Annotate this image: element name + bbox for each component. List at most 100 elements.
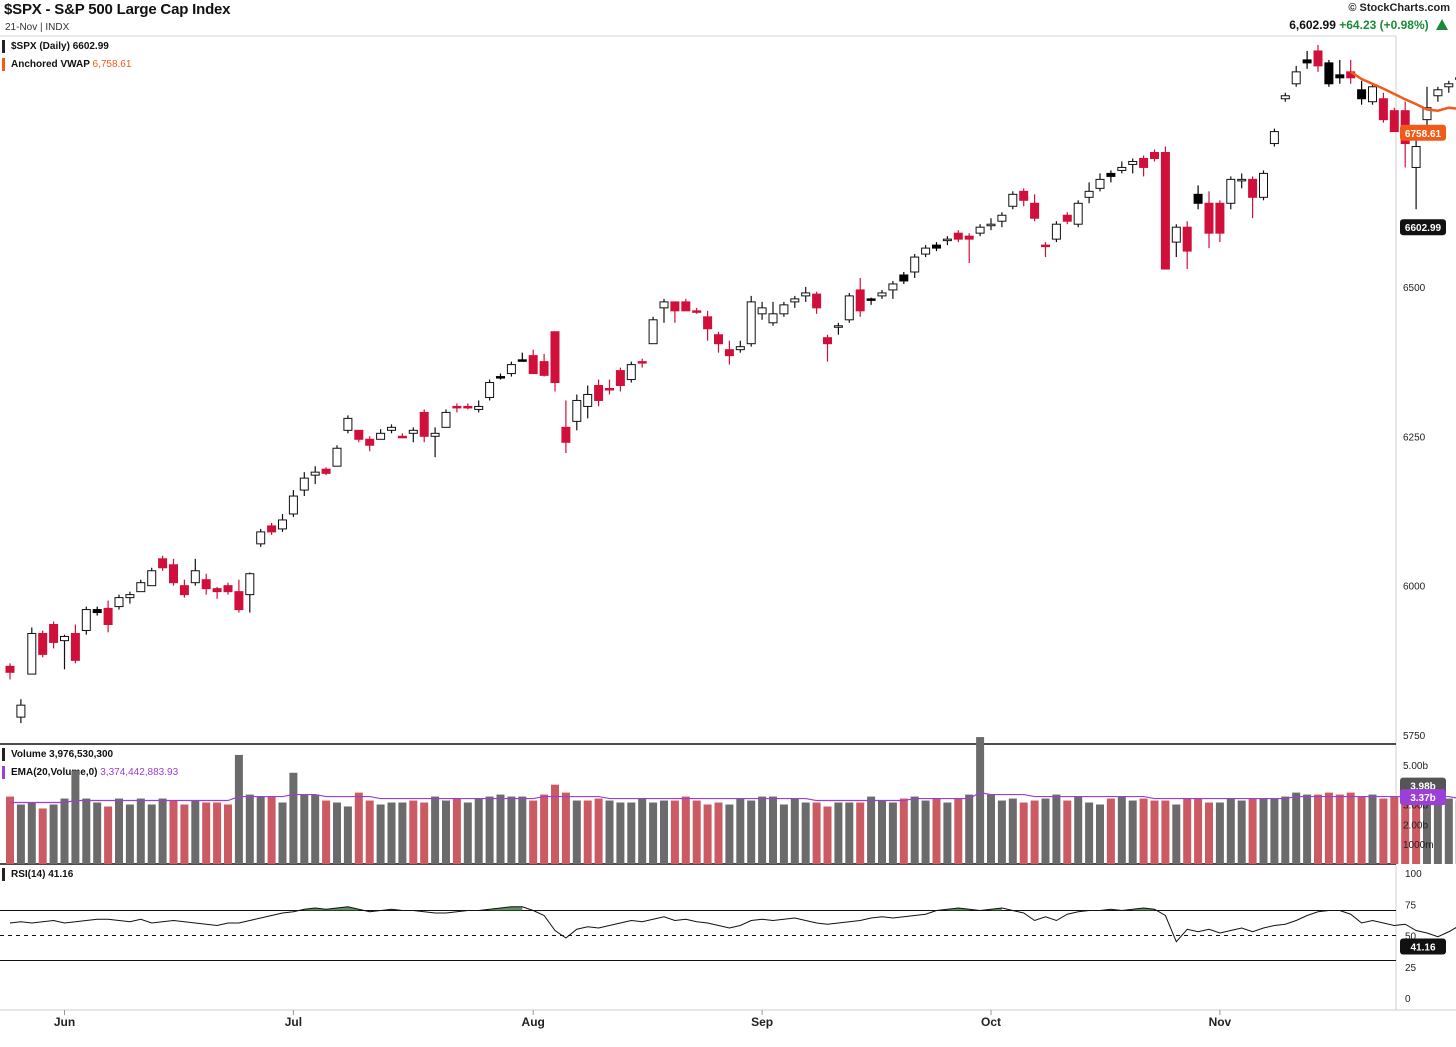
volume-bar <box>278 802 287 864</box>
volume-bar <box>1303 794 1312 864</box>
candle-body <box>1411 146 1421 168</box>
candle-body <box>506 364 516 375</box>
vwap-line <box>1350 70 1456 112</box>
candle-body <box>888 283 898 291</box>
volume-bar <box>1390 796 1399 864</box>
volume-bar <box>16 804 25 864</box>
candle-body <box>703 316 713 330</box>
candle-body <box>5 665 15 673</box>
volume-bar <box>333 802 341 864</box>
volume-bar <box>976 737 985 864</box>
candle-body <box>1041 244 1050 248</box>
volume-bar <box>954 798 963 864</box>
candle-body <box>932 244 941 249</box>
candle-body <box>605 388 614 391</box>
volume-bar <box>583 800 592 864</box>
volume-bar <box>1019 802 1028 864</box>
volume-bar <box>224 804 232 864</box>
candle-body <box>746 301 756 345</box>
rsi-tag-bg <box>1400 938 1446 955</box>
candle-body <box>1302 59 1312 64</box>
volume-bar <box>823 806 832 864</box>
candle-body <box>288 495 298 515</box>
volume-bar <box>1096 804 1104 864</box>
candle-body <box>572 399 582 422</box>
volume-bar <box>561 792 570 864</box>
volume-bar <box>202 802 211 864</box>
candle-body <box>223 585 233 593</box>
candle-body <box>517 359 527 362</box>
volume-bar <box>529 800 538 864</box>
candle-body <box>60 635 69 642</box>
volume-bar <box>987 794 995 864</box>
rsi-axis-tick: 75 <box>1405 900 1417 911</box>
volume-bar <box>300 794 309 864</box>
volume-bar <box>1052 794 1061 864</box>
candle-body <box>441 411 451 428</box>
volume-bar <box>147 804 156 864</box>
candle-body <box>430 432 440 437</box>
month-label: Sep <box>751 1015 773 1029</box>
rsi-line <box>0 906 1456 961</box>
candle-body <box>38 632 48 655</box>
candle-body <box>256 531 266 545</box>
volume-bar <box>49 804 58 864</box>
volume-bar <box>1226 798 1235 864</box>
candle-body <box>16 704 26 718</box>
candle-body <box>92 609 102 614</box>
volume-bar <box>899 798 908 864</box>
candle-body <box>1117 166 1127 171</box>
volume-bar <box>6 796 14 864</box>
price-axis-tick: 5750 <box>1403 731 1426 742</box>
candle-body <box>1030 202 1040 219</box>
candle-body <box>1313 50 1323 67</box>
candle-body <box>594 385 604 401</box>
volume-bar <box>322 800 331 864</box>
volume-bar <box>398 802 407 864</box>
legend-vwap-value: 6,758.61 <box>92 59 132 70</box>
volume-bar <box>60 798 69 864</box>
volume-bar <box>1194 798 1203 864</box>
candle-body <box>103 607 113 626</box>
candle-body <box>561 426 571 443</box>
volume-bar <box>1074 796 1083 864</box>
volume-bars <box>6 737 1456 864</box>
candle-body <box>343 417 353 431</box>
volume-bar <box>627 802 636 864</box>
volume-bar <box>1346 792 1355 864</box>
brand-logo[interactable]: © StockCharts.com <box>1348 2 1450 14</box>
candle-body <box>1215 202 1225 234</box>
volume-bar <box>267 796 276 864</box>
volume-bar <box>932 798 941 864</box>
price-tag: 6602.99 <box>1400 219 1446 236</box>
legend-vwap: Anchored VWAP 6,758.61 <box>2 58 131 71</box>
volume-bar <box>27 802 36 864</box>
volume-bar <box>1128 800 1137 864</box>
volume-bar <box>660 800 668 864</box>
candle-body <box>408 429 418 434</box>
candle-body <box>1389 110 1399 133</box>
price-axis-tick: 6250 <box>1403 432 1426 443</box>
candle-body <box>1073 202 1083 225</box>
candle-body <box>899 274 909 282</box>
ema-line <box>10 791 1456 804</box>
candle-body <box>1444 83 1454 88</box>
candle-body <box>964 235 974 240</box>
candle-body <box>866 298 876 301</box>
legend-ema: EMA(20,Volume,0) 3,374,442,883.93 <box>2 766 178 779</box>
volume-bar <box>921 800 930 864</box>
volume-bar <box>136 798 145 864</box>
vwap-tag-text: 6758.61 <box>1405 129 1442 140</box>
volume-bar <box>856 802 865 864</box>
candle-body <box>801 292 811 297</box>
volume-bar <box>867 796 876 864</box>
candle-body <box>735 346 745 351</box>
candle-body <box>169 564 178 584</box>
volume-bar <box>452 798 461 864</box>
price-axis-tick: 6500 <box>1403 283 1426 294</box>
volume-axis-tick: 1000m <box>1403 840 1434 851</box>
price-candles <box>5 44 1456 724</box>
candle-body <box>1171 226 1181 243</box>
candle-body <box>463 405 473 409</box>
